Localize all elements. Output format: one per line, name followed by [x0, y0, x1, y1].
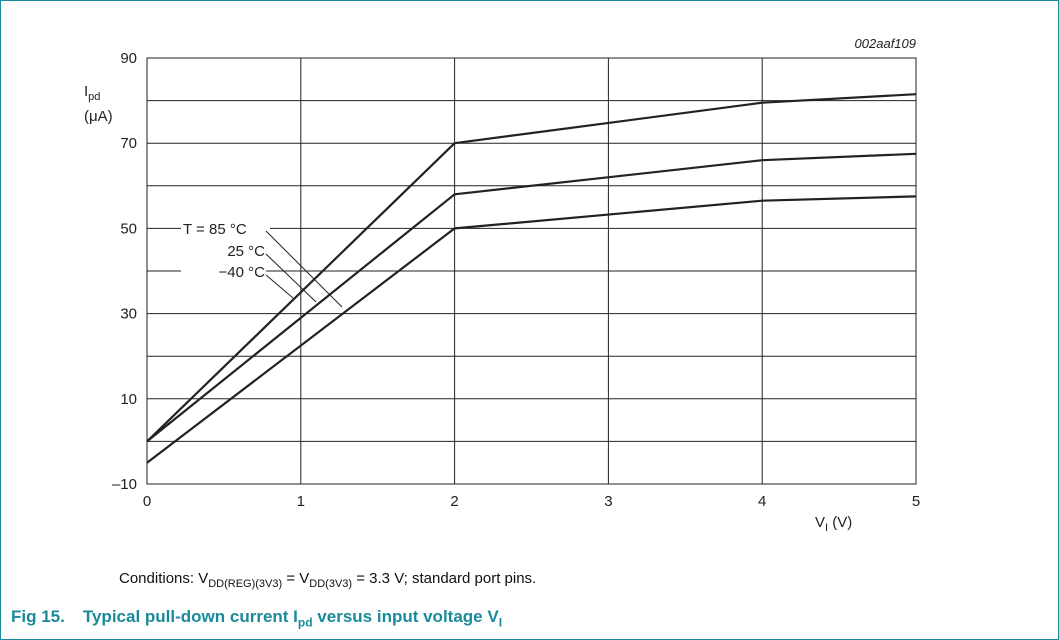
x-tick-label: 0: [143, 493, 151, 510]
conditions-note: Conditions: VDD(REG)(3V3) = VDD(3V3) = 3…: [119, 570, 536, 590]
y-tick-label: –10: [112, 476, 137, 493]
conditions-sub2: DD(3V3): [309, 578, 353, 590]
series-line-2: [146, 93, 917, 443]
x-axis-symbol: V: [815, 514, 826, 531]
x-tick-label: 1: [297, 493, 305, 510]
y-axis-unit: (μA): [84, 108, 113, 125]
series-label-2: −40 °C: [219, 264, 266, 281]
conditions-suffix: = 3.3 V; standard port pins.: [352, 570, 537, 587]
y-axis-label: Ipd (μA): [84, 82, 113, 127]
y-axis-subscript: pd: [88, 91, 101, 103]
series-line-0: [146, 195, 917, 464]
caption-sub1: pd: [297, 615, 313, 630]
figure-caption: Fig 15. Typical pull-down current Ipd ver…: [11, 607, 502, 629]
caption-number: Fig 15.: [11, 607, 65, 626]
x-tick-label: 4: [758, 493, 766, 510]
caption-sub2: I: [498, 615, 503, 630]
series-label-0: T = 85 °C: [183, 221, 247, 238]
series-leader-1: [265, 253, 317, 303]
y-tick-label: 10: [120, 391, 137, 408]
x-axis-label: VI (V): [815, 514, 852, 534]
y-tick-label: 30: [120, 306, 137, 323]
series-label-1: 25 °C: [227, 243, 265, 260]
y-axis-symbol: I: [84, 83, 89, 100]
y-tick-label: 70: [120, 135, 137, 152]
x-tick-label: 2: [450, 493, 458, 510]
figure-id: 002aaf109: [854, 36, 916, 51]
x-tick-label: 3: [604, 493, 612, 510]
series-line-1: [146, 152, 917, 443]
series-leader-2: [265, 274, 294, 299]
x-axis-unit: (V): [828, 514, 853, 531]
conditions-prefix: Conditions: V: [119, 570, 209, 587]
caption-part1: Typical pull-down current I: [82, 607, 298, 626]
y-tick-label: 90: [120, 50, 137, 67]
x-axis-subscript: I: [825, 522, 829, 534]
caption-part2: versus input voltage V: [312, 607, 499, 626]
y-tick-label: 50: [120, 220, 137, 237]
conditions-sub1: DD(REG)(3V3): [208, 578, 283, 590]
conditions-mid: = V: [282, 570, 310, 587]
x-tick-label: 5: [912, 493, 920, 510]
series-leader-0: [265, 230, 343, 308]
